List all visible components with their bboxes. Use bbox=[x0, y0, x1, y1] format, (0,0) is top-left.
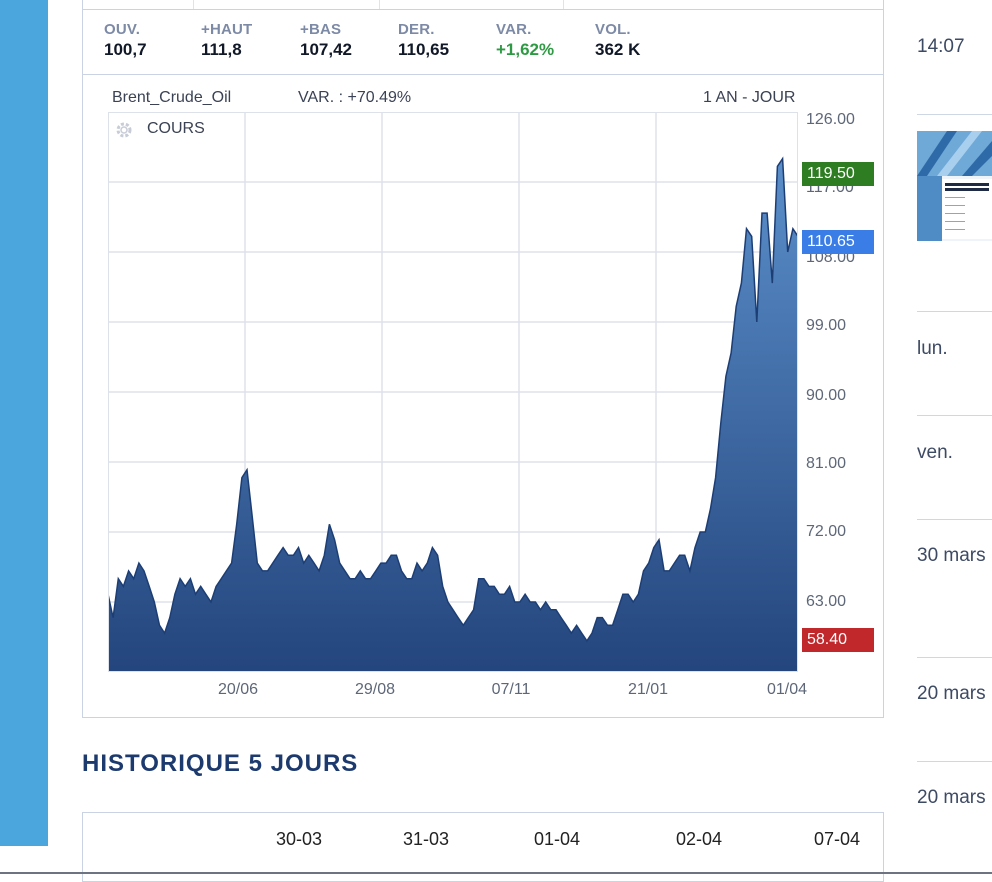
stat-label: VAR. bbox=[496, 21, 532, 38]
series-label: COURS bbox=[147, 120, 205, 137]
history-column-date: 31-03 bbox=[402, 829, 450, 849]
stat-low: +BAS 107,42 bbox=[300, 21, 352, 60]
stat-value: 100,7 bbox=[104, 40, 147, 59]
news-divider bbox=[917, 519, 992, 520]
history-column-date: 02-04 bbox=[675, 829, 723, 849]
news-divider bbox=[917, 657, 992, 658]
x-tick-label: 29/08 bbox=[354, 681, 396, 698]
history-column-date: 30-03 bbox=[275, 829, 323, 849]
history-column-date: 07-04 bbox=[813, 829, 861, 849]
low-price-tag: 58.40 bbox=[802, 628, 874, 652]
x-tick-label: 01/04 bbox=[766, 681, 808, 698]
chart-instrument-name: Brent_Crude_Oil bbox=[112, 89, 232, 106]
y-tick-label: 90.00 bbox=[806, 387, 847, 404]
last-price-tag: 110.65 bbox=[802, 230, 874, 254]
x-tick-label: 20/06 bbox=[217, 681, 259, 698]
stat-volume: VOL. 362 K bbox=[595, 21, 640, 60]
news-item-date[interactable]: lun. bbox=[917, 338, 948, 359]
stat-value: 110,65 bbox=[398, 40, 450, 59]
header-cell bbox=[379, 0, 564, 9]
news-divider bbox=[917, 761, 992, 762]
news-item-date[interactable]: 20 mars bbox=[917, 787, 986, 808]
y-tick-label: 72.00 bbox=[806, 523, 847, 540]
y-tick-label: 126.00 bbox=[806, 111, 855, 128]
news-item-date[interactable]: 20 mars bbox=[917, 683, 986, 704]
news-divider bbox=[917, 311, 992, 312]
quote-card: OUV. 100,7 +HAUT 111,8 +BAS 107,42 DER. … bbox=[82, 0, 884, 718]
stat-label: +HAUT bbox=[201, 21, 253, 38]
chart-svg bbox=[108, 112, 798, 672]
y-tick-label: 81.00 bbox=[806, 455, 847, 472]
high-price-tag: 119.50 bbox=[802, 162, 874, 186]
y-tick-label: 99.00 bbox=[806, 317, 847, 334]
news-divider bbox=[917, 114, 992, 115]
price-chart[interactable] bbox=[108, 112, 798, 672]
stat-last: DER. 110,65 bbox=[398, 21, 449, 60]
gear-icon[interactable] bbox=[114, 120, 134, 140]
stat-value: 107,42 bbox=[300, 40, 352, 59]
header-cell bbox=[193, 0, 380, 9]
news-item-time[interactable]: 14:07 bbox=[917, 36, 965, 57]
stat-value: 362 K bbox=[595, 40, 641, 59]
price-area bbox=[108, 156, 798, 672]
quote-stats-row: OUV. 100,7 +HAUT 111,8 +BAS 107,42 DER. … bbox=[83, 9, 883, 75]
news-thumbnail[interactable] bbox=[917, 131, 992, 241]
chart-frame bbox=[108, 112, 798, 672]
stat-open: OUV. 100,7 bbox=[104, 21, 147, 60]
stat-high: +HAUT 111,8 bbox=[201, 21, 252, 60]
news-item-date[interactable]: ven. bbox=[917, 442, 953, 463]
stat-value: 111,8 bbox=[201, 40, 242, 59]
history-column-date: 01-04 bbox=[533, 829, 581, 849]
left-accent-bar bbox=[0, 0, 48, 846]
bottom-divider bbox=[0, 872, 992, 874]
news-divider bbox=[917, 415, 992, 416]
chart-variation: VAR. : +70.49% bbox=[298, 89, 412, 106]
x-tick-label: 21/01 bbox=[627, 681, 669, 698]
history-section-title: HISTORIQUE 5 JOURS bbox=[82, 750, 359, 777]
stat-label: DER. bbox=[398, 21, 435, 38]
stat-value: +1,62% bbox=[496, 40, 555, 59]
stat-variation: VAR. +1,62% bbox=[496, 21, 554, 60]
stat-label: +BAS bbox=[300, 21, 342, 38]
news-item-date[interactable]: 30 mars bbox=[917, 545, 986, 566]
y-tick-label: 63.00 bbox=[806, 593, 847, 610]
stat-label: VOL. bbox=[595, 21, 631, 38]
x-tick-label: 07/11 bbox=[491, 681, 531, 698]
chart-period[interactable]: 1 AN - JOUR bbox=[703, 89, 796, 106]
header-cell bbox=[83, 0, 194, 9]
stat-label: OUV. bbox=[104, 21, 141, 38]
